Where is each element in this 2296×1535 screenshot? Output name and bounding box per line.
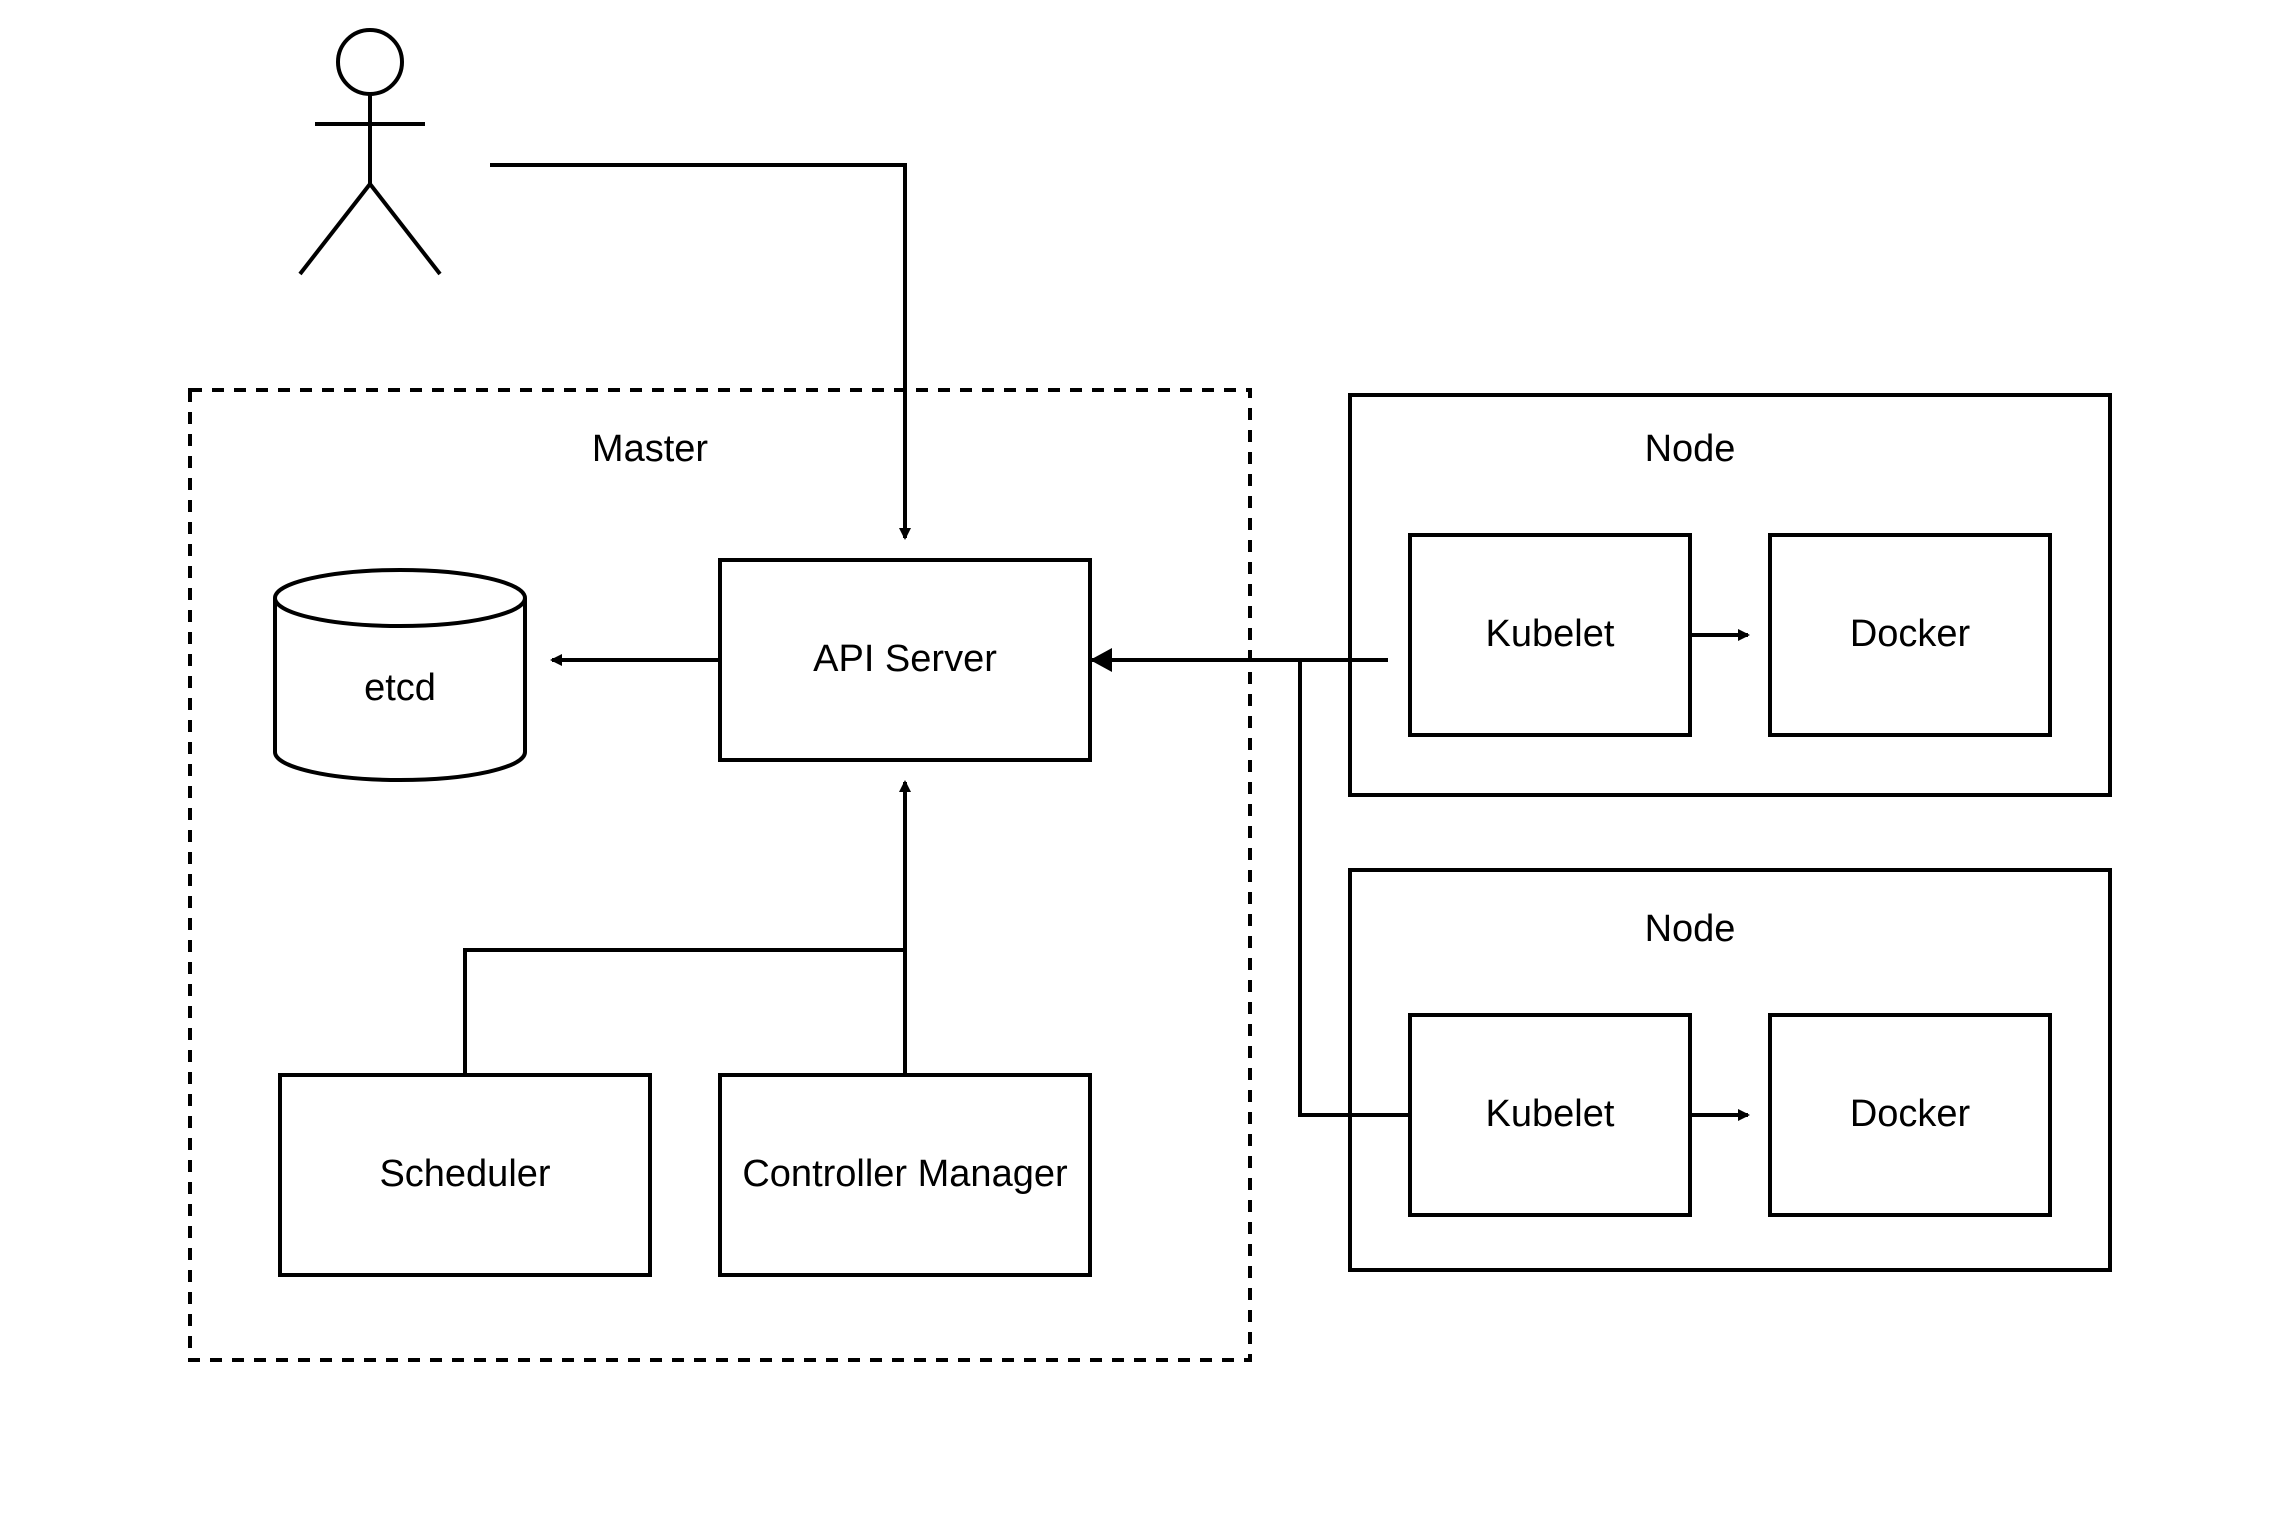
edge-actor-to-api <box>490 165 905 538</box>
node-label-apiserver: API Server <box>720 560 1090 760</box>
node-label-controller: Controller Manager <box>720 1075 1090 1275</box>
node-label-docker1: Docker <box>1770 535 2050 735</box>
group-label-node1: Node <box>1570 425 1810 475</box>
node-label-kubelet2: Kubelet <box>1410 1015 1690 1215</box>
node-label-etcd: etcd <box>275 598 525 780</box>
edge-scheduler-to-bus <box>465 950 905 1075</box>
arrowhead-nodes-to-api <box>1090 648 1112 672</box>
diagram-canvas: Master Node Node etcd API Server Scheduler Con… <box>0 0 2296 1535</box>
node-label-scheduler: Scheduler <box>280 1075 650 1275</box>
group-label-node2: Node <box>1570 905 1810 955</box>
group-label-master: Master <box>530 425 770 475</box>
node-label-docker2: Docker <box>1770 1015 2050 1215</box>
node-label-kubelet1: Kubelet <box>1410 535 1690 735</box>
